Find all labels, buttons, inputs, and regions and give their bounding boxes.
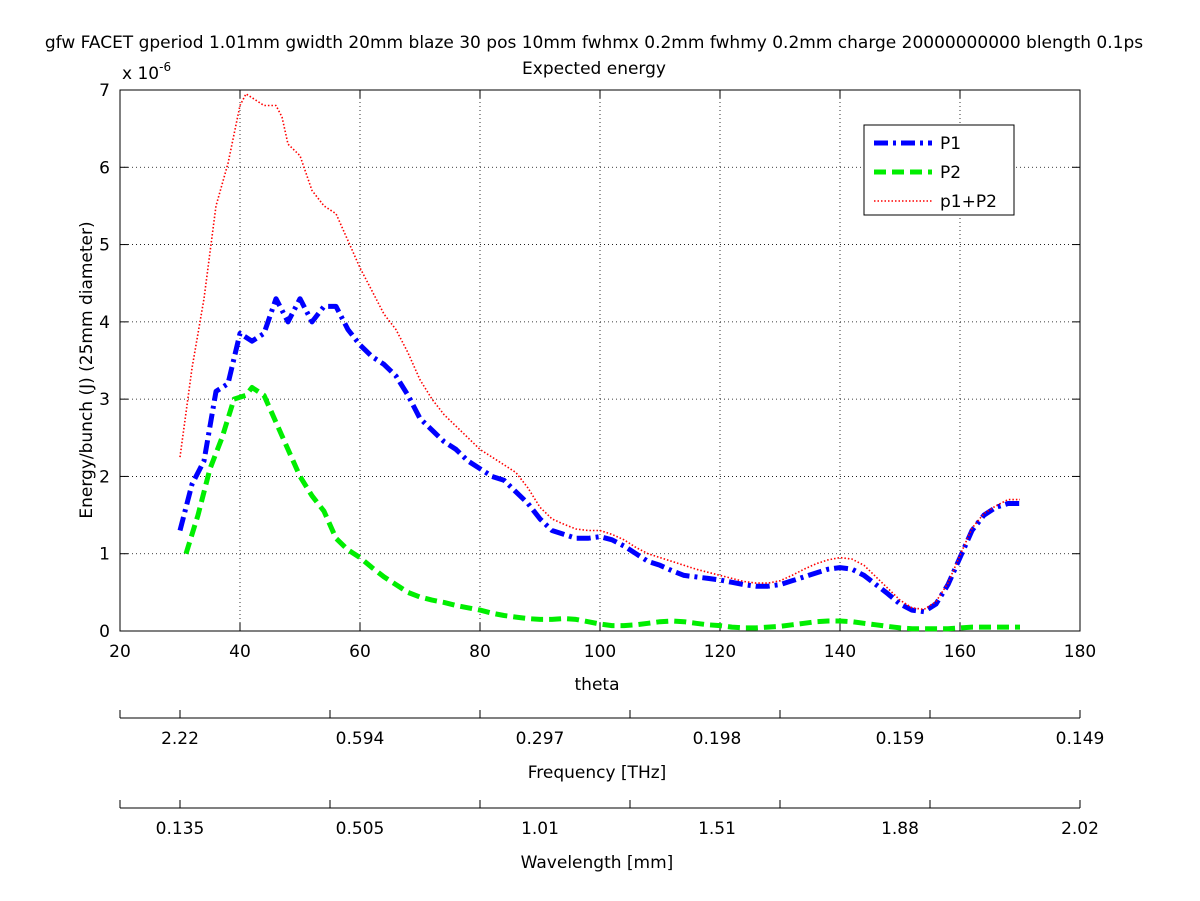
wavelength-axis-label: Wavelength [mm]: [521, 853, 674, 873]
y-tick-label: 3: [99, 390, 110, 410]
x-tick-label: 120: [704, 642, 736, 662]
plot-area: 20 40 60 80 100 120 140 160 180 0 1 2 3 4 5 6 7: [99, 81, 1096, 662]
x-tick-label: 40: [229, 642, 251, 662]
y-tick-label: 6: [99, 158, 110, 178]
secondary-tick-label: 0.505: [336, 819, 385, 839]
legend-box: [863, 124, 1015, 216]
secondary-tick-label: 0.159: [876, 729, 925, 749]
chart-title: gfw FACET gperiod 1.01mm gwidth 20mm bla…: [45, 33, 1143, 53]
x-axis-label: theta: [575, 675, 620, 695]
y-tick-label: 4: [99, 313, 110, 333]
secondary-tick-label: 2.22: [161, 729, 199, 749]
y-axis-label: Energy/bunch (J) (25mm diameter): [77, 221, 97, 518]
secondary-tick-label: 0.149: [1056, 729, 1105, 749]
x-tick-label: 180: [1064, 642, 1096, 662]
x-tick-label: 80: [469, 642, 491, 662]
frequency-axis: 2.22 0.594 0.297 0.198 0.159 0.149: [119, 710, 1105, 749]
secondary-tick-label: 1.51: [698, 819, 736, 839]
x-tick-label: 20: [109, 642, 131, 662]
y-tick-label: 5: [99, 236, 110, 256]
x-tick-label: 160: [944, 642, 976, 662]
series-line-p1: [177, 296, 1020, 615]
secondary-tick-label: 0.297: [516, 729, 565, 749]
secondary-tick-label: 2.02: [1061, 819, 1099, 839]
x-tick-label: 60: [349, 642, 371, 662]
legend: P1 P2 p1+P2: [863, 124, 1015, 216]
x-tick-label: 100: [584, 642, 616, 662]
series-line-p2: [183, 385, 1020, 632]
legend-label: P1: [940, 134, 961, 154]
y-tick-label: 0: [99, 622, 110, 642]
legend-label: p1+P2: [940, 192, 997, 212]
chart-subtitle: Expected energy: [522, 59, 666, 79]
y-multiplier: x 10-6: [122, 60, 171, 84]
secondary-tick-label: 1.01: [521, 819, 559, 839]
frequency-axis-label: Frequency [THz]: [528, 763, 667, 783]
y-tick-label: 1: [99, 545, 110, 565]
legend-label: P2: [940, 163, 961, 183]
x-tick-label: 140: [824, 642, 856, 662]
secondary-tick-label: 0.594: [336, 729, 385, 749]
secondary-tick-label: 0.198: [693, 729, 742, 749]
y-tick-label: 7: [99, 81, 110, 101]
secondary-tick-label: 0.135: [156, 819, 205, 839]
wavelength-axis: 0.135 0.505 1.01 1.51 1.88 2.02: [119, 800, 1099, 839]
y-tick-label: 2: [99, 467, 110, 487]
secondary-tick-label: 1.88: [881, 819, 919, 839]
